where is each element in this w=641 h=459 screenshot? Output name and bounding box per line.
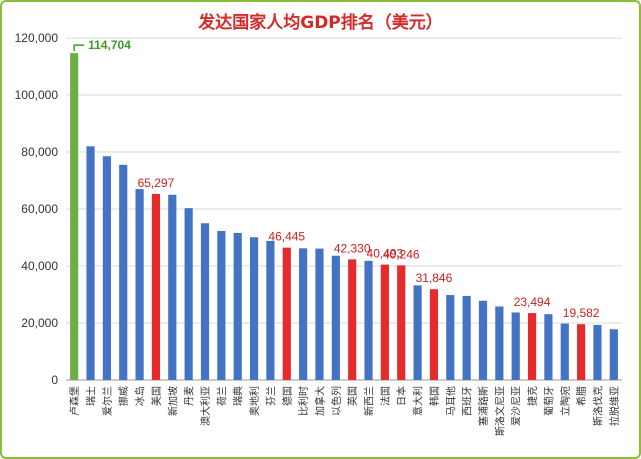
y-tick-label: 40,000 [21, 259, 58, 273]
x-tick-label: 马耳他 [444, 386, 457, 416]
bar [282, 247, 291, 380]
data-label: 42,330 [334, 241, 371, 255]
bar [397, 265, 406, 380]
y-tick-label: 120,000 [15, 31, 59, 45]
bar [102, 156, 111, 380]
x-tick-label: 德国 [281, 386, 294, 406]
bar [462, 295, 471, 380]
bar [413, 285, 422, 380]
data-label: 40,493 [367, 247, 404, 261]
x-tick-label: 塞浦路斯 [477, 386, 490, 426]
x-tick-label: 荷兰 [215, 386, 228, 406]
bar [511, 312, 520, 380]
bar [200, 223, 210, 380]
x-tick-label: 瑞典 [232, 386, 245, 406]
x-tick-label: 以色列 [330, 386, 343, 416]
gridlines [66, 37, 622, 381]
bar [577, 324, 586, 380]
bar [429, 289, 439, 380]
x-tick-label: 冰岛 [134, 386, 147, 406]
y-tick-label: 0 [51, 373, 58, 387]
bar [544, 314, 553, 380]
x-tick-label: 美国 [150, 386, 163, 406]
x-tick-label: 爱尔兰 [101, 386, 114, 416]
x-tick-label: 挪威 [117, 386, 130, 406]
bar [135, 189, 144, 380]
y-tick-label: 20,000 [21, 316, 58, 330]
x-tick-label: 爱沙尼亚 [510, 386, 523, 426]
y-tick-label: 100,000 [15, 88, 59, 102]
data-label: 23,494 [514, 295, 551, 309]
x-tick-label: 新加坡 [166, 386, 179, 416]
y-tick-label: 80,000 [21, 145, 58, 159]
bar [299, 248, 308, 380]
bar [266, 240, 275, 380]
bar [86, 146, 95, 380]
bar [249, 237, 259, 380]
x-tick-label: 奥地利 [248, 386, 261, 416]
x-tick-label: 比利时 [298, 386, 310, 416]
x-tick-label: 意大利 [412, 386, 425, 416]
x-tick-label: 澳大利亚 [199, 386, 212, 426]
x-tick-label: 西班牙 [462, 386, 474, 416]
data-label-leader [73, 44, 85, 52]
bar [233, 232, 242, 380]
x-tick-label: 瑞士 [85, 386, 98, 406]
data-label: 46,445 [268, 230, 305, 244]
x-tick-label: 芬兰 [264, 386, 277, 406]
y-tick-label: 60,000 [21, 202, 58, 216]
bar [364, 260, 373, 380]
bar [560, 323, 569, 380]
x-tick-label: 葡萄牙 [542, 386, 555, 416]
y-axis: 0 20,000 40,000 60,000 80,000 100,000 120,000 [15, 31, 59, 387]
data-label: 65,297 [138, 176, 175, 190]
bar [478, 300, 488, 380]
x-tick-label: 新西兰 [363, 386, 376, 416]
chart-title: 发达国家人均GDP排名（美元） [198, 13, 443, 33]
data-label: 19,582 [563, 306, 600, 320]
x-tick-label: 拉脱维亚 [608, 386, 621, 426]
bar [151, 193, 161, 380]
bar [315, 248, 324, 380]
x-tick-label: 捷克 [526, 386, 539, 406]
bar [119, 164, 128, 380]
bar [593, 324, 602, 380]
x-tick-label: 英国 [346, 386, 359, 406]
bar [348, 259, 357, 380]
x-tick-label: 立陶宛 [559, 386, 572, 416]
data-label: 31,846 [416, 271, 453, 285]
bar [495, 306, 504, 380]
bar [380, 264, 389, 380]
bar [446, 295, 455, 380]
bar [527, 313, 537, 380]
x-tick-label: 加拿大 [313, 386, 326, 416]
x-tick-label: 斯洛伐克 [591, 386, 604, 426]
x-tick-label: 日本 [395, 386, 408, 406]
bar [217, 230, 226, 380]
bar [609, 329, 618, 380]
data-label: 114,704 [88, 38, 131, 52]
x-tick-label: 韩国 [428, 386, 441, 406]
data-label: 40,246 [383, 247, 420, 261]
bar [168, 194, 177, 380]
x-tick-label: 希腊 [575, 386, 588, 406]
x-tick-label: 丹麦 [184, 386, 196, 406]
bars [70, 53, 618, 381]
x-tick-label: 斯洛文尼亚 [493, 386, 506, 436]
bar [70, 53, 79, 381]
x-tick-label: 卢森堡 [68, 386, 81, 416]
bar [331, 255, 340, 380]
x-tick-label: 法国 [379, 386, 392, 406]
bar [184, 208, 193, 380]
category-labels: 卢森堡 瑞士 爱尔兰 挪威 冰岛 美国 新加坡 丹麦 澳大利亚 荷兰 瑞典 奥地利 芬兰 德国 比利时 加拿大… [68, 386, 621, 436]
